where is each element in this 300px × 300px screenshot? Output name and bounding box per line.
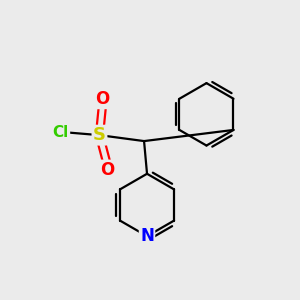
Text: Cl: Cl [53, 125, 69, 140]
Text: S: S [93, 126, 106, 144]
Text: O: O [100, 161, 114, 179]
Text: O: O [95, 90, 110, 108]
Text: N: N [140, 227, 154, 245]
